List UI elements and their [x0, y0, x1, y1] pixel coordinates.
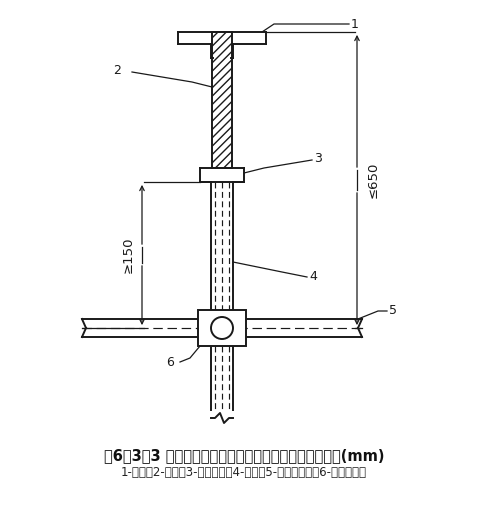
Text: 1-托座；2-螺杆；3-调节螺母；4-立杆；5-顶层水平杆；6-碗扣接头件: 1-托座；2-螺杆；3-调节螺母；4-立杆；5-顶层水平杆；6-碗扣接头件: [121, 466, 366, 479]
Bar: [198, 310, 245, 346]
Text: 图6．3．3 立杆顶端可调托撑伸出顶层水平杆的悬臂长度(mm): 图6．3．3 立杆顶端可调托撑伸出顶层水平杆的悬臂长度(mm): [103, 448, 384, 463]
Text: 3: 3: [313, 152, 321, 166]
Text: ≥150: ≥150: [121, 237, 134, 273]
Text: 2: 2: [113, 64, 121, 77]
Text: 5: 5: [388, 304, 396, 318]
Polygon shape: [212, 32, 231, 168]
Text: 6: 6: [166, 357, 174, 369]
Text: ≤650: ≤650: [366, 162, 379, 198]
Text: 4: 4: [308, 270, 316, 283]
Text: 1: 1: [350, 17, 358, 30]
